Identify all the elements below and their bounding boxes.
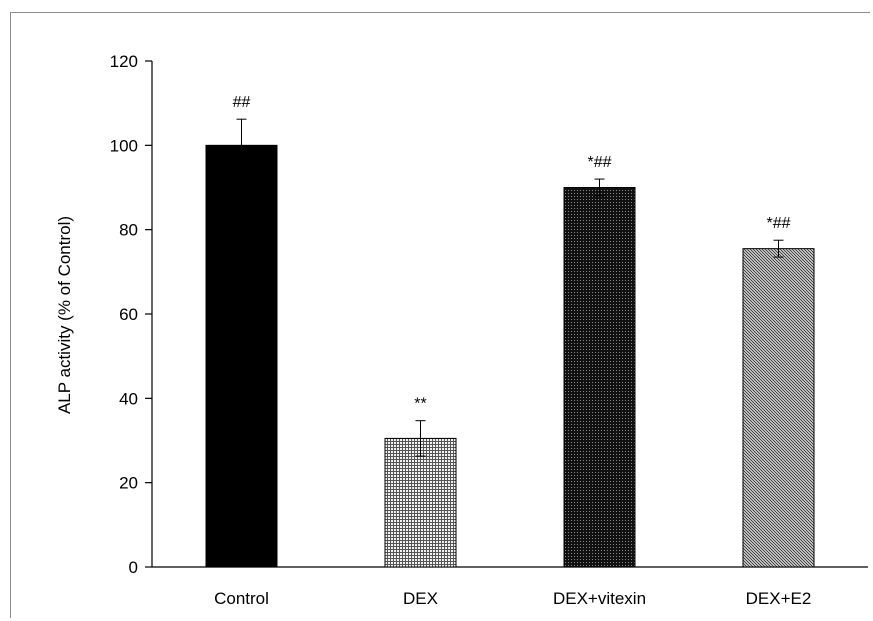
y-tick-label: 80 bbox=[119, 221, 138, 240]
y-tick-label: 60 bbox=[119, 305, 138, 324]
bar-control bbox=[205, 144, 278, 568]
y-axis-label: ALP activity (% of Control) bbox=[55, 216, 74, 414]
significance-annotation: *## bbox=[587, 154, 611, 171]
y-tick-label: 20 bbox=[119, 474, 138, 493]
y-tick-label: 40 bbox=[119, 389, 138, 408]
significance-annotation: *## bbox=[766, 215, 790, 232]
significance-annotation: ** bbox=[414, 396, 426, 413]
bar-dex bbox=[384, 437, 457, 568]
x-tick-label: Control bbox=[214, 589, 269, 608]
y-tick-label: 0 bbox=[129, 558, 138, 577]
bar-dex-e2 bbox=[742, 248, 815, 568]
y-tick-label: 120 bbox=[110, 52, 138, 71]
x-tick-label: DEX+vitexin bbox=[553, 589, 646, 608]
chart-frame bbox=[10, 12, 870, 618]
y-tick-label: 100 bbox=[110, 136, 138, 155]
bar-dex-vitexin bbox=[563, 187, 636, 568]
x-tick-label: DEX+E2 bbox=[746, 589, 812, 608]
significance-annotation: ## bbox=[233, 94, 251, 111]
x-tick-label: DEX bbox=[403, 589, 438, 608]
